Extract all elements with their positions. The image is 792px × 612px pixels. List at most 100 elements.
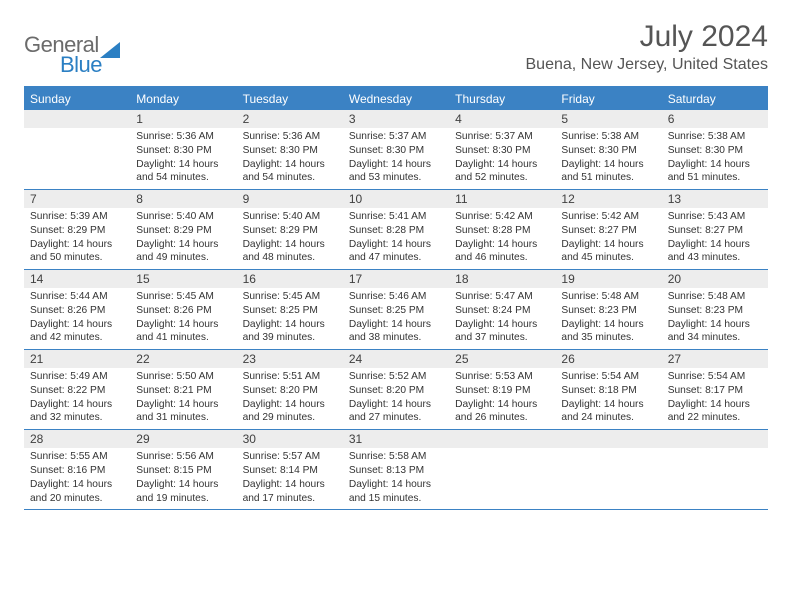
sunrise-line: Sunrise: 5:40 AM	[243, 210, 337, 224]
day-number: 9	[237, 190, 343, 208]
calendar-week: 28Sunrise: 5:55 AMSunset: 8:16 PMDayligh…	[24, 430, 768, 510]
day-details: Sunrise: 5:43 AMSunset: 8:27 PMDaylight:…	[662, 208, 768, 269]
sunrise-line: Sunrise: 5:37 AM	[349, 130, 443, 144]
calendar-day: 9Sunrise: 5:40 AMSunset: 8:29 PMDaylight…	[237, 190, 343, 269]
sunset-line: Sunset: 8:27 PM	[668, 224, 762, 238]
sunset-line: Sunset: 8:29 PM	[136, 224, 230, 238]
daylight-line: Daylight: 14 hours and 31 minutes.	[136, 398, 230, 426]
sunset-line: Sunset: 8:16 PM	[30, 464, 124, 478]
sunrise-line: Sunrise: 5:52 AM	[349, 370, 443, 384]
sunrise-line: Sunrise: 5:36 AM	[136, 130, 230, 144]
sunset-line: Sunset: 8:23 PM	[668, 304, 762, 318]
day-details: Sunrise: 5:49 AMSunset: 8:22 PMDaylight:…	[24, 368, 130, 429]
daylight-line: Daylight: 14 hours and 20 minutes.	[30, 478, 124, 506]
day-details: Sunrise: 5:58 AMSunset: 8:13 PMDaylight:…	[343, 448, 449, 509]
calendar-day: 5Sunrise: 5:38 AMSunset: 8:30 PMDaylight…	[555, 110, 661, 189]
daylight-line: Daylight: 14 hours and 35 minutes.	[561, 318, 655, 346]
day-details: Sunrise: 5:56 AMSunset: 8:15 PMDaylight:…	[130, 448, 236, 509]
day-number: 26	[555, 350, 661, 368]
day-details: Sunrise: 5:51 AMSunset: 8:20 PMDaylight:…	[237, 368, 343, 429]
day-details: Sunrise: 5:37 AMSunset: 8:30 PMDaylight:…	[449, 128, 555, 189]
day-number: 2	[237, 110, 343, 128]
daylight-line: Daylight: 14 hours and 17 minutes.	[243, 478, 337, 506]
sunset-line: Sunset: 8:23 PM	[561, 304, 655, 318]
daylight-line: Daylight: 14 hours and 41 minutes.	[136, 318, 230, 346]
calendar-day	[662, 430, 768, 509]
day-details: Sunrise: 5:38 AMSunset: 8:30 PMDaylight:…	[662, 128, 768, 189]
sunrise-line: Sunrise: 5:43 AM	[668, 210, 762, 224]
calendar-day: 23Sunrise: 5:51 AMSunset: 8:20 PMDayligh…	[237, 350, 343, 429]
day-number: 4	[449, 110, 555, 128]
daylight-line: Daylight: 14 hours and 39 minutes.	[243, 318, 337, 346]
day-details: Sunrise: 5:50 AMSunset: 8:21 PMDaylight:…	[130, 368, 236, 429]
day-details: Sunrise: 5:57 AMSunset: 8:14 PMDaylight:…	[237, 448, 343, 509]
day-number: 11	[449, 190, 555, 208]
day-details: Sunrise: 5:42 AMSunset: 8:28 PMDaylight:…	[449, 208, 555, 269]
calendar-day: 6Sunrise: 5:38 AMSunset: 8:30 PMDaylight…	[662, 110, 768, 189]
day-number: 20	[662, 270, 768, 288]
daylight-line: Daylight: 14 hours and 49 minutes.	[136, 238, 230, 266]
day-details: Sunrise: 5:54 AMSunset: 8:17 PMDaylight:…	[662, 368, 768, 429]
sunrise-line: Sunrise: 5:41 AM	[349, 210, 443, 224]
calendar-day	[555, 430, 661, 509]
weekday-label: Wednesday	[343, 88, 449, 110]
day-number: 15	[130, 270, 236, 288]
day-details: Sunrise: 5:46 AMSunset: 8:25 PMDaylight:…	[343, 288, 449, 349]
calendar-day: 22Sunrise: 5:50 AMSunset: 8:21 PMDayligh…	[130, 350, 236, 429]
daylight-line: Daylight: 14 hours and 37 minutes.	[455, 318, 549, 346]
sunrise-line: Sunrise: 5:37 AM	[455, 130, 549, 144]
calendar-day: 13Sunrise: 5:43 AMSunset: 8:27 PMDayligh…	[662, 190, 768, 269]
sunrise-line: Sunrise: 5:40 AM	[136, 210, 230, 224]
day-details: Sunrise: 5:55 AMSunset: 8:16 PMDaylight:…	[24, 448, 130, 509]
day-number: 1	[130, 110, 236, 128]
daylight-line: Daylight: 14 hours and 51 minutes.	[668, 158, 762, 186]
sunrise-line: Sunrise: 5:48 AM	[561, 290, 655, 304]
daylight-line: Daylight: 14 hours and 34 minutes.	[668, 318, 762, 346]
sunset-line: Sunset: 8:26 PM	[30, 304, 124, 318]
daylight-line: Daylight: 14 hours and 47 minutes.	[349, 238, 443, 266]
calendar-day: 14Sunrise: 5:44 AMSunset: 8:26 PMDayligh…	[24, 270, 130, 349]
daylight-line: Daylight: 14 hours and 32 minutes.	[30, 398, 124, 426]
day-number: 30	[237, 430, 343, 448]
sunset-line: Sunset: 8:26 PM	[136, 304, 230, 318]
day-details: Sunrise: 5:48 AMSunset: 8:23 PMDaylight:…	[555, 288, 661, 349]
calendar-day: 27Sunrise: 5:54 AMSunset: 8:17 PMDayligh…	[662, 350, 768, 429]
day-number: 18	[449, 270, 555, 288]
day-details: Sunrise: 5:37 AMSunset: 8:30 PMDaylight:…	[343, 128, 449, 189]
day-details: Sunrise: 5:54 AMSunset: 8:18 PMDaylight:…	[555, 368, 661, 429]
calendar-day: 26Sunrise: 5:54 AMSunset: 8:18 PMDayligh…	[555, 350, 661, 429]
sunset-line: Sunset: 8:18 PM	[561, 384, 655, 398]
weekday-label: Sunday	[24, 88, 130, 110]
triangle-icon2	[100, 42, 120, 58]
weekday-header: SundayMondayTuesdayWednesdayThursdayFrid…	[24, 88, 768, 110]
day-details: Sunrise: 5:40 AMSunset: 8:29 PMDaylight:…	[130, 208, 236, 269]
sunset-line: Sunset: 8:14 PM	[243, 464, 337, 478]
daylight-line: Daylight: 14 hours and 22 minutes.	[668, 398, 762, 426]
day-details: Sunrise: 5:41 AMSunset: 8:28 PMDaylight:…	[343, 208, 449, 269]
day-details: Sunrise: 5:39 AMSunset: 8:29 PMDaylight:…	[24, 208, 130, 269]
sunrise-line: Sunrise: 5:45 AM	[243, 290, 337, 304]
calendar-day: 16Sunrise: 5:45 AMSunset: 8:25 PMDayligh…	[237, 270, 343, 349]
calendar-day: 12Sunrise: 5:42 AMSunset: 8:27 PMDayligh…	[555, 190, 661, 269]
sunset-line: Sunset: 8:30 PM	[349, 144, 443, 158]
weekday-label: Friday	[555, 88, 661, 110]
day-number: 31	[343, 430, 449, 448]
day-details: Sunrise: 5:45 AMSunset: 8:25 PMDaylight:…	[237, 288, 343, 349]
sunset-line: Sunset: 8:28 PM	[455, 224, 549, 238]
sunset-line: Sunset: 8:25 PM	[243, 304, 337, 318]
daylight-line: Daylight: 14 hours and 27 minutes.	[349, 398, 443, 426]
sunrise-line: Sunrise: 5:49 AM	[30, 370, 124, 384]
sunrise-line: Sunrise: 5:51 AM	[243, 370, 337, 384]
sunset-line: Sunset: 8:17 PM	[668, 384, 762, 398]
day-number	[662, 430, 768, 448]
sunrise-line: Sunrise: 5:44 AM	[30, 290, 124, 304]
sunrise-line: Sunrise: 5:39 AM	[30, 210, 124, 224]
daylight-line: Daylight: 14 hours and 29 minutes.	[243, 398, 337, 426]
day-details: Sunrise: 5:36 AMSunset: 8:30 PMDaylight:…	[237, 128, 343, 189]
calendar-week: 14Sunrise: 5:44 AMSunset: 8:26 PMDayligh…	[24, 270, 768, 350]
sunrise-line: Sunrise: 5:48 AM	[668, 290, 762, 304]
daylight-line: Daylight: 14 hours and 19 minutes.	[136, 478, 230, 506]
calendar-day: 4Sunrise: 5:37 AMSunset: 8:30 PMDaylight…	[449, 110, 555, 189]
day-number: 17	[343, 270, 449, 288]
day-details: Sunrise: 5:42 AMSunset: 8:27 PMDaylight:…	[555, 208, 661, 269]
